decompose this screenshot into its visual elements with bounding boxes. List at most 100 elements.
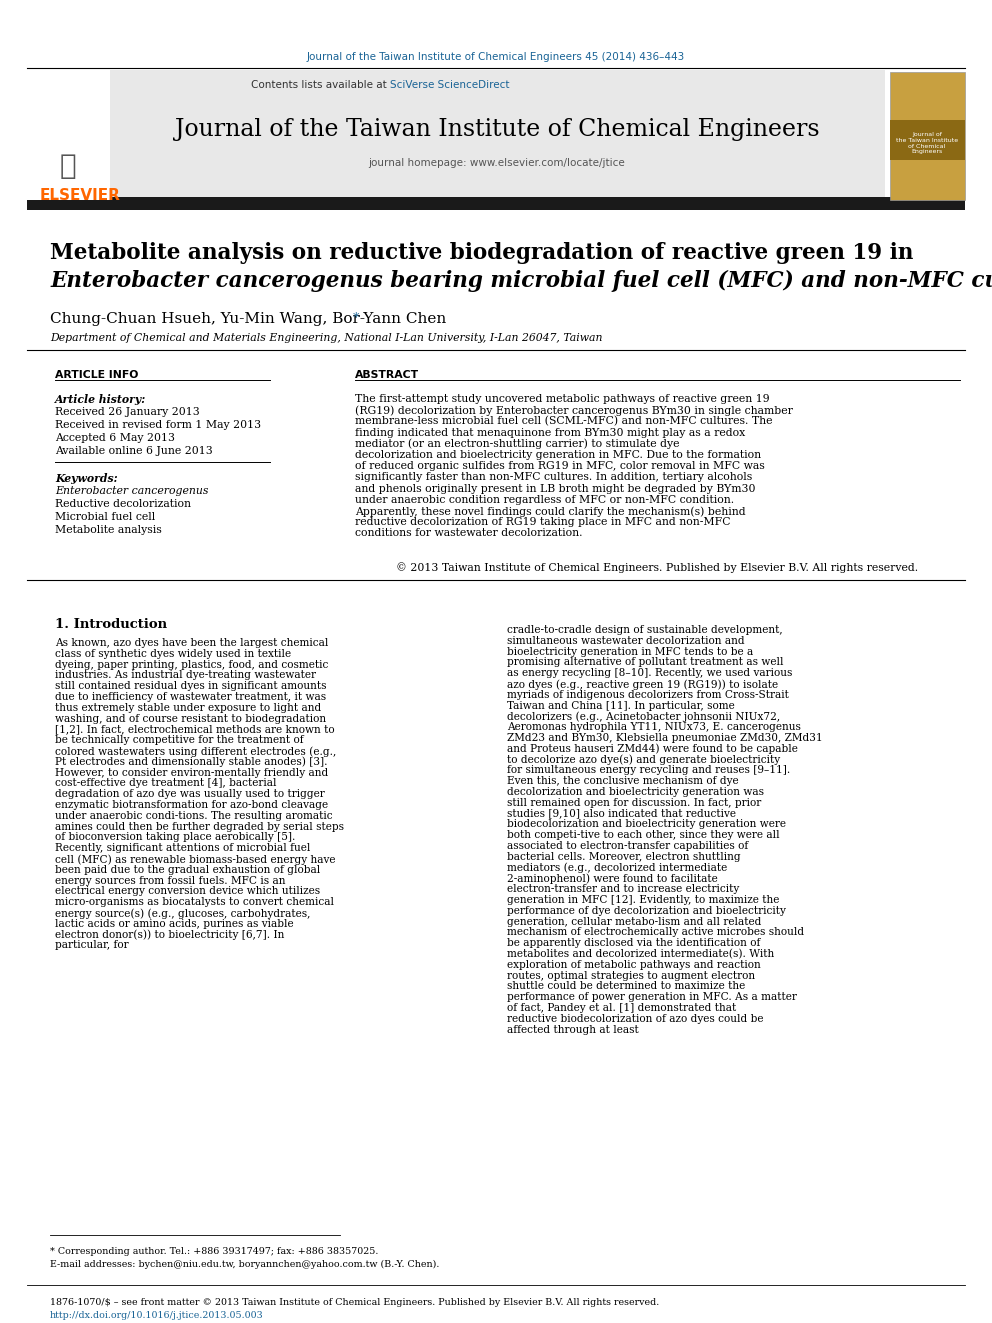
Text: Enterobacter cancerogenus bearing microbial fuel cell (MFC) and non-MFC cultures: Enterobacter cancerogenus bearing microb… [50,270,992,292]
Text: dyeing, paper printing, plastics, food, and cosmetic: dyeing, paper printing, plastics, food, … [55,660,328,669]
Text: ABSTRACT: ABSTRACT [355,370,420,380]
Text: studies [9,10] also indicated that reductive: studies [9,10] also indicated that reduc… [507,808,736,819]
Text: Accepted 6 May 2013: Accepted 6 May 2013 [55,433,175,443]
Text: thus extremely stable under exposure to light and: thus extremely stable under exposure to … [55,703,321,713]
Text: 🌳: 🌳 [60,152,76,180]
Text: significantly faster than non-MFC cultures. In addition, tertiary alcohols: significantly faster than non-MFC cultur… [355,472,752,483]
Text: lactic acids or amino acids, purines as viable: lactic acids or amino acids, purines as … [55,918,294,929]
Text: Metabolite analysis on reductive biodegradation of reactive green 19 in: Metabolite analysis on reductive biodegr… [50,242,914,265]
Text: Recently, significant attentions of microbial fuel: Recently, significant attentions of micr… [55,843,310,853]
Text: as energy recycling [8–10]. Recently, we used various: as energy recycling [8–10]. Recently, we… [507,668,793,679]
FancyBboxPatch shape [110,70,885,198]
Text: [1,2]. In fact, electrochemical methods are known to: [1,2]. In fact, electrochemical methods … [55,725,334,734]
Text: biodecolorization and bioelectricity generation were: biodecolorization and bioelectricity gen… [507,819,786,830]
Text: SciVerse ScienceDirect: SciVerse ScienceDirect [390,79,510,90]
Text: been paid due to the gradual exhaustion of global: been paid due to the gradual exhaustion … [55,865,320,875]
Text: Apparently, these novel findings could clarify the mechanism(s) behind: Apparently, these novel findings could c… [355,505,746,516]
Text: 1. Introduction: 1. Introduction [55,618,167,631]
Text: reductive biodecolorization of azo dyes could be: reductive biodecolorization of azo dyes … [507,1013,764,1024]
Text: Pt electrodes and dimensionally stable anodes) [3].: Pt electrodes and dimensionally stable a… [55,757,327,767]
Text: generation, cellular metabo-lism and all related: generation, cellular metabo-lism and all… [507,917,762,926]
Text: 1876-1070/$ – see front matter © 2013 Taiwan Institute of Chemical Engineers. Pu: 1876-1070/$ – see front matter © 2013 Ta… [50,1298,660,1307]
Text: However, to consider environ-mentally friendly and: However, to consider environ-mentally fr… [55,767,328,778]
Text: Journal of the Taiwan Institute of Chemical Engineers 45 (2014) 436–443: Journal of the Taiwan Institute of Chemi… [307,52,685,62]
Text: Taiwan and China [11]. In particular, some: Taiwan and China [11]. In particular, so… [507,701,735,710]
Text: energy source(s) (e.g., glucoses, carbohydrates,: energy source(s) (e.g., glucoses, carboh… [55,908,310,918]
Text: Contents lists available at: Contents lists available at [251,79,390,90]
Text: electrical energy conversion device which utilizes: electrical energy conversion device whic… [55,886,320,897]
Text: performance of power generation in MFC. As a matter: performance of power generation in MFC. … [507,992,797,1003]
Text: mediator (or an electron-shuttling carrier) to stimulate dye: mediator (or an electron-shuttling carri… [355,439,680,450]
Text: colored wastewaters using different electrodes (e.g.,: colored wastewaters using different elec… [55,746,336,757]
Text: azo dyes (e.g., reactive green 19 (RG19)) to isolate: azo dyes (e.g., reactive green 19 (RG19)… [507,679,778,689]
Text: Reductive decolorization: Reductive decolorization [55,499,191,509]
Text: micro-organisms as biocatalysts to convert chemical: micro-organisms as biocatalysts to conve… [55,897,334,908]
Text: mechanism of electrochemically active microbes should: mechanism of electrochemically active mi… [507,927,805,938]
Text: energy sources from fossil fuels. MFC is an: energy sources from fossil fuels. MFC is… [55,876,286,885]
Text: of fact, Pandey et al. [1] demonstrated that: of fact, Pandey et al. [1] demonstrated … [507,1003,736,1013]
Text: of reduced organic sulfides from RG19 in MFC, color removal in MFC was: of reduced organic sulfides from RG19 in… [355,462,765,471]
Text: journal homepage: www.elsevier.com/locate/jtice: journal homepage: www.elsevier.com/locat… [369,157,625,168]
Text: industries. As industrial dye-treating wastewater: industries. As industrial dye-treating w… [55,671,316,680]
FancyBboxPatch shape [27,71,110,200]
Text: promising alternative of pollutant treatment as well: promising alternative of pollutant treat… [507,658,784,667]
Text: decolorizers (e.g., Acinetobacter johnsonii NIUx72,: decolorizers (e.g., Acinetobacter johnso… [507,712,780,722]
Text: conditions for wastewater decolorization.: conditions for wastewater decolorization… [355,528,582,538]
Text: decolorization and bioelectricity generation was: decolorization and bioelectricity genera… [507,787,764,796]
Text: * Corresponding author. Tel.: +886 39317497; fax: +886 38357025.: * Corresponding author. Tel.: +886 39317… [50,1248,378,1256]
Text: affected through at least: affected through at least [507,1024,639,1035]
Text: finding indicated that menaquinone from BYm30 might play as a redox: finding indicated that menaquinone from … [355,427,745,438]
Text: under anaerobic condition regardless of MFC or non-MFC condition.: under anaerobic condition regardless of … [355,495,734,505]
Text: generation in MFC [12]. Evidently, to maximize the: generation in MFC [12]. Evidently, to ma… [507,894,780,905]
Text: still remained open for discussion. In fact, prior: still remained open for discussion. In f… [507,798,761,808]
Text: Received 26 January 2013: Received 26 January 2013 [55,407,199,417]
Text: Keywords:: Keywords: [55,474,118,484]
Text: ARTICLE INFO: ARTICLE INFO [55,370,138,380]
Text: myriads of indigenous decolorizers from Cross-Strait: myriads of indigenous decolorizers from … [507,689,789,700]
Text: class of synthetic dyes widely used in textile: class of synthetic dyes widely used in t… [55,648,291,659]
Text: 2-aminophenol) were found to facilitate: 2-aminophenol) were found to facilitate [507,873,718,884]
Text: particular, for: particular, for [55,941,129,950]
Text: Metabolite analysis: Metabolite analysis [55,525,162,534]
Text: mediators (e.g., decolorized intermediate: mediators (e.g., decolorized intermediat… [507,863,727,873]
Text: ZMd23 and BYm30, Klebsiella pneumoniae ZMd30, ZMd31: ZMd23 and BYm30, Klebsiella pneumoniae Z… [507,733,822,744]
Text: Article history:: Article history: [55,394,146,405]
Text: Chung-Chuan Hsueh, Yu-Min Wang, Bor-Yann Chen: Chung-Chuan Hsueh, Yu-Min Wang, Bor-Yann… [50,312,446,325]
Text: cradle-to-cradle design of sustainable development,: cradle-to-cradle design of sustainable d… [507,624,783,635]
Text: reductive decolorization of RG19 taking place in MFC and non-MFC: reductive decolorization of RG19 taking … [355,517,730,527]
Text: to decolorize azo dye(s) and generate bioelectricity: to decolorize azo dye(s) and generate bi… [507,754,780,765]
Text: membrane-less microbial fuel cell (SCML-MFC) and non-MFC cultures. The: membrane-less microbial fuel cell (SCML-… [355,417,773,427]
Text: Journal of
the Taiwan Institute
of Chemical
Engineers: Journal of the Taiwan Institute of Chemi… [896,132,958,155]
Text: cost-effective dye treatment [4], bacterial: cost-effective dye treatment [4], bacter… [55,778,277,789]
Text: E-mail addresses: bychen@niu.edu.tw, boryannchen@yahoo.com.tw (B.-Y. Chen).: E-mail addresses: bychen@niu.edu.tw, bor… [50,1259,439,1269]
Text: © 2013 Taiwan Institute of Chemical Engineers. Published by Elsevier B.V. All ri: © 2013 Taiwan Institute of Chemical Engi… [396,562,918,573]
Text: routes, optimal strategies to augment electron: routes, optimal strategies to augment el… [507,971,755,980]
Text: under anaerobic condi-tions. The resulting aromatic: under anaerobic condi-tions. The resulti… [55,811,332,820]
Text: (RG19) decolorization by Enterobacter cancerogenus BYm30 in single chamber: (RG19) decolorization by Enterobacter ca… [355,405,793,415]
Text: Department of Chemical and Materials Engineering, National I-Lan University, I-L: Department of Chemical and Materials Eng… [50,333,602,343]
Text: of bioconversion taking place aerobically [5].: of bioconversion taking place aerobicall… [55,832,296,843]
Text: Enterobacter cancerogenus: Enterobacter cancerogenus [55,486,208,496]
Text: be apparently disclosed via the identification of: be apparently disclosed via the identifi… [507,938,761,949]
Text: due to inefficiency of wastewater treatment, it was: due to inefficiency of wastewater treatm… [55,692,326,703]
Text: simultaneous wastewater decolorization and: simultaneous wastewater decolorization a… [507,636,745,646]
Text: both competi-tive to each other, since they were all: both competi-tive to each other, since t… [507,831,780,840]
Text: be technically competitive for the treatment of: be technically competitive for the treat… [55,736,304,745]
Text: enzymatic biotransformation for azo-bond cleavage: enzymatic biotransformation for azo-bond… [55,800,328,810]
Text: and Proteus hauseri ZMd44) were found to be capable: and Proteus hauseri ZMd44) were found to… [507,744,798,754]
Text: Microbial fuel cell: Microbial fuel cell [55,512,156,523]
Text: As known, azo dyes have been the largest chemical: As known, azo dyes have been the largest… [55,638,328,648]
FancyBboxPatch shape [27,197,965,210]
Text: electron-transfer and to increase electricity: electron-transfer and to increase electr… [507,884,739,894]
Text: performance of dye decolorization and bioelectricity: performance of dye decolorization and bi… [507,906,786,916]
Text: electron donor(s)) to bioelectricity [6,7]. In: electron donor(s)) to bioelectricity [6,… [55,930,285,941]
Text: ∗: ∗ [352,308,360,321]
Text: bioelectricity generation in MFC tends to be a: bioelectricity generation in MFC tends t… [507,647,753,656]
FancyBboxPatch shape [890,71,965,200]
Text: for simultaneous energy recycling and reuses [9–11].: for simultaneous energy recycling and re… [507,766,791,775]
Text: shuttle could be determined to maximize the: shuttle could be determined to maximize … [507,982,745,991]
Text: http://dx.doi.org/10.1016/j.jtice.2013.05.003: http://dx.doi.org/10.1016/j.jtice.2013.0… [50,1311,264,1320]
Text: associated to electron-transfer capabilities of: associated to electron-transfer capabili… [507,841,748,851]
Text: bacterial cells. Moreover, electron shuttling: bacterial cells. Moreover, electron shut… [507,852,741,861]
Text: Received in revised form 1 May 2013: Received in revised form 1 May 2013 [55,419,261,430]
